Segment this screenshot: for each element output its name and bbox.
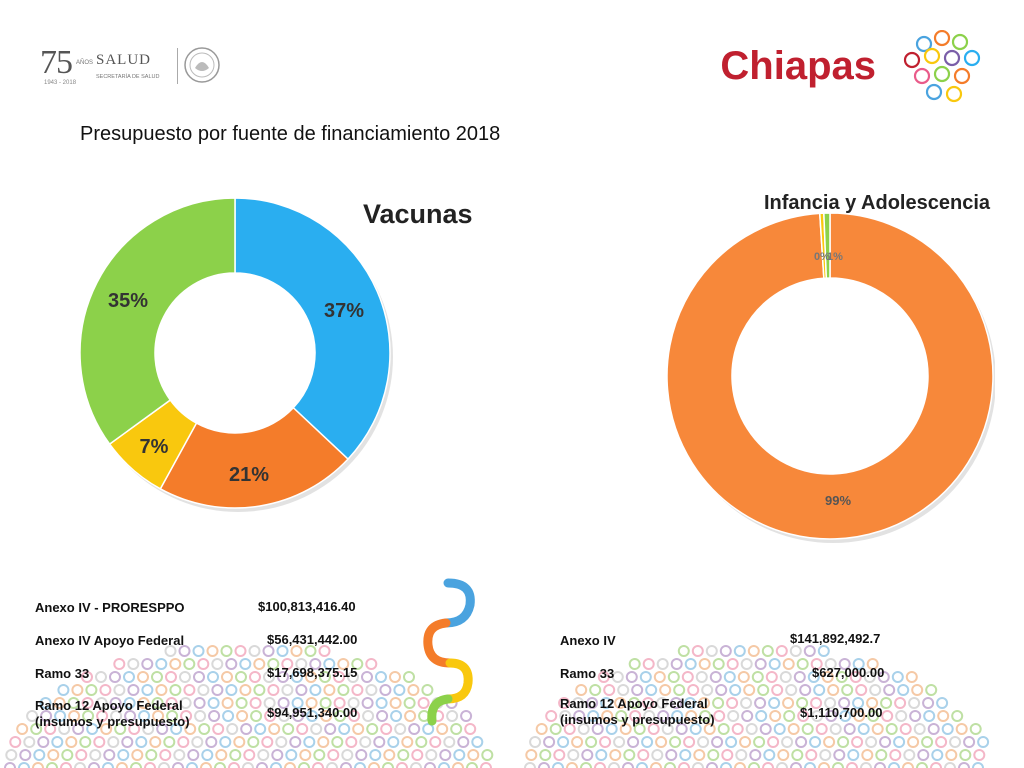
data-label-3: 7% xyxy=(140,436,169,458)
table-right-label-1: Anexo IV xyxy=(560,633,616,648)
data-label-2: 21% xyxy=(229,464,269,486)
table-right-label-3b: (insumos y presupuesto) xyxy=(560,712,715,727)
table-left-amount-2: $56,431,442.00 xyxy=(267,632,358,647)
mexico-seal-icon xyxy=(184,47,220,83)
vacunas-donut-chart: Vacunas 37% 21% 7% 35% xyxy=(79,197,473,512)
decorative-s-hook-icon xyxy=(423,578,475,726)
table-left-label-4b: (insumos y presupuesto) xyxy=(35,714,190,729)
table-left-label-3: Ramo 33 xyxy=(35,666,90,681)
table-right-amount-3: $1,110,700.00 xyxy=(800,705,883,720)
logo-salud-text: SALUD xyxy=(96,52,152,68)
table-left-label-2: Anexo IV Apoyo Federal xyxy=(35,633,185,648)
table-right-label-2: Ramo 33 xyxy=(560,666,615,681)
data-label-1: 37% xyxy=(324,300,364,322)
infancia-donut-chart: Infancia y Adolescencia 99% 0%1% xyxy=(666,192,995,543)
colored-rings-logo-icon xyxy=(903,30,981,103)
data-label-1: 99% xyxy=(825,493,851,508)
table-left-label-4: Ramo 12 Apoyo Federal xyxy=(35,698,183,713)
chart-title: Vacunas xyxy=(363,199,473,229)
logo-years-text: 1943 - 2018 xyxy=(44,80,77,86)
logo-anos-text: AÑOS xyxy=(76,60,94,66)
table-right-label-3: Ramo 12 Apoyo Federal xyxy=(560,696,708,711)
decorative-dot-pattern xyxy=(4,645,990,768)
page-subtitle: Presupuesto por fuente de financiamiento… xyxy=(80,123,501,145)
table-left-amount-3: $17,698,375.15 xyxy=(267,665,358,680)
table-left-amount-4: $94,951,340.00 xyxy=(267,705,358,720)
salud-75-logo: 75 AÑOS 1943 - 2018 SALUD SECRETARÍA DE … xyxy=(40,42,230,90)
logo-secretaria-text: SECRETARÍA DE SALUD xyxy=(96,74,160,80)
logo-divider xyxy=(177,48,178,84)
logo-75-text: 75 xyxy=(40,44,73,81)
chart-title: Infancia y Adolescencia xyxy=(764,192,991,214)
table-right-amount-1: $141,892,492.7 xyxy=(790,631,881,646)
table-left-label-1: Anexo IV - PRORESPPO xyxy=(35,600,185,615)
data-label-4: 35% xyxy=(108,290,148,312)
table-right-amount-2: $627,000.00 xyxy=(812,665,885,680)
data-label-3: 1% xyxy=(827,251,843,263)
state-title: Chiapas xyxy=(720,44,876,88)
data-label-2: 0% xyxy=(814,251,830,263)
table-left-amount-1: $100,813,416.40 xyxy=(258,599,356,614)
